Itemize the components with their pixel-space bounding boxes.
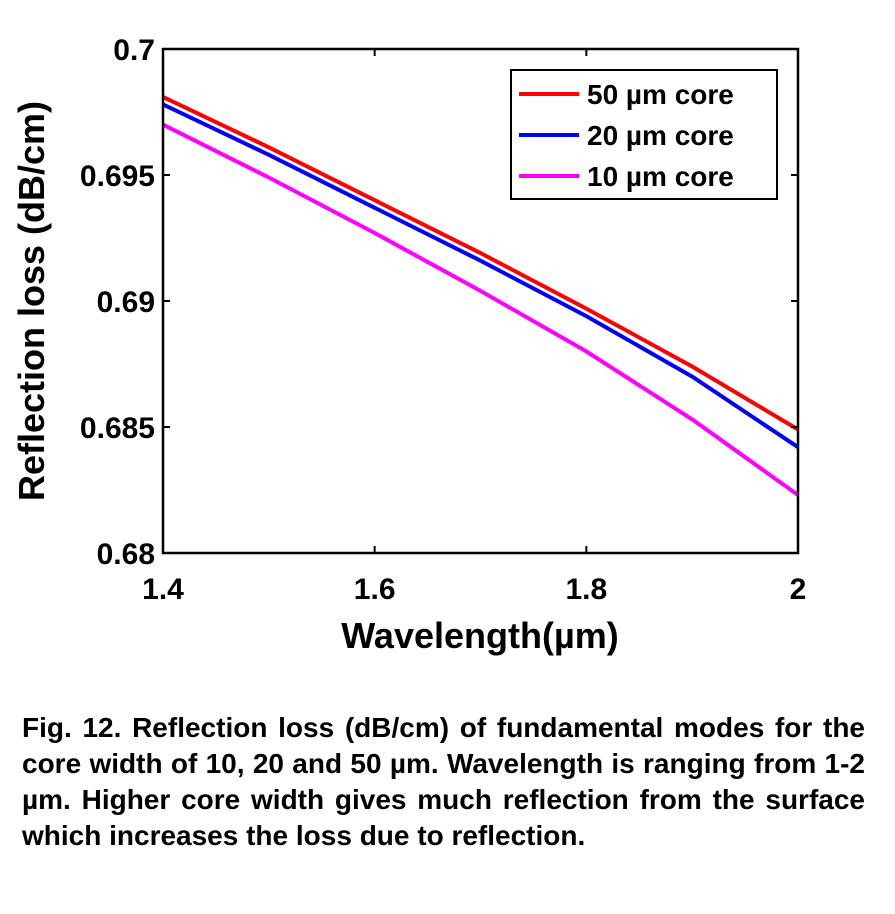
x-tick-label: 2: [790, 573, 807, 606]
y-axis-label: Reflection loss (dB/cm): [11, 101, 52, 501]
ticks-layer: 1.4 1.6 1.8 2 0.68 0.685 0.69 0.695 0.7: [80, 34, 806, 606]
y-tick-label: 0.7: [113, 34, 155, 67]
x-tick-label: 1.4: [142, 573, 184, 606]
x-tick-label: 1.8: [565, 573, 607, 606]
x-axis-label: Wavelength(µm): [341, 615, 618, 656]
series-line-1: [162, 102, 800, 449]
plot-frame: [161, 47, 800, 555]
y-tick-label: 0.685: [80, 412, 155, 445]
y-tick-label: 0.68: [97, 538, 155, 571]
x-tick-label: 1.6: [354, 573, 396, 606]
series-line-2: [162, 122, 800, 497]
y-tick-label: 0.69: [97, 286, 155, 319]
legend-label-0: 50 µm core: [587, 79, 734, 110]
legend: 50 µm core 20 µm core 10 µm core: [510, 69, 778, 200]
series-line-0: [162, 95, 800, 432]
legend-label-2: 10 µm core: [587, 161, 734, 192]
series-layer: [162, 95, 800, 497]
y-tick-label: 0.695: [80, 160, 155, 193]
legend-label-1: 20 µm core: [587, 120, 734, 151]
figure-caption: Fig. 12. Reflection loss (dB/cm) of fund…: [22, 712, 865, 851]
reflection-loss-chart: 1.4 1.6 1.8 2 0.68 0.685 0.69 0.695 0.7 50 µm co…: [11, 34, 806, 656]
